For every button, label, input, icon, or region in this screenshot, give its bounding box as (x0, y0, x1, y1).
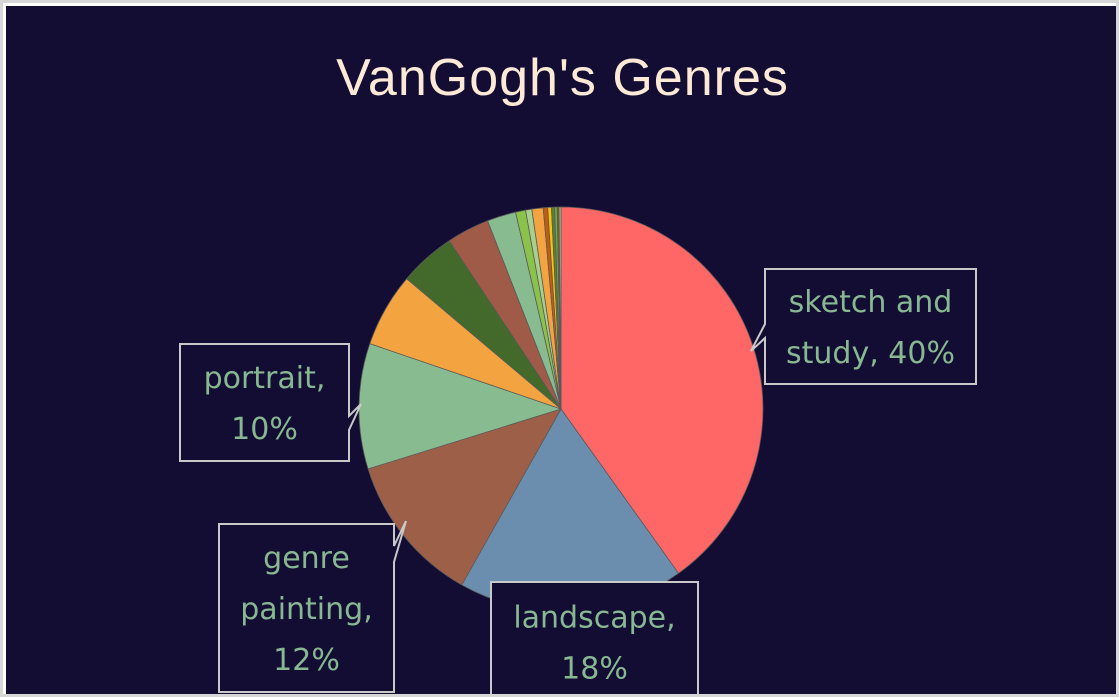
data-label-landscape: landscape, 18% (490, 581, 699, 694)
callout-box (490, 581, 699, 694)
data-label-callouts: sketch and study, 40% landscape, 18% genre pa… (179, 268, 977, 694)
callout-box (179, 343, 362, 462)
pie-slice-other-16 (558, 206, 562, 410)
data-label-text: 12% (273, 643, 340, 678)
data-label-text: painting, (240, 592, 372, 627)
data-label-portrait: portrait, 10% (179, 343, 362, 462)
data-label-text: study, 40% (786, 336, 955, 371)
data-label-genre-painting: genre painting, 12% (218, 520, 407, 693)
callout-box (218, 520, 407, 693)
data-label-text: 18% (561, 652, 628, 687)
data-label-text: landscape, (513, 601, 675, 636)
data-label-sketch-and-study: sketch and study, 40% (750, 268, 977, 385)
data-label-text: portrait, (204, 361, 326, 396)
callout-box (750, 268, 977, 385)
pie-slices (358, 206, 764, 612)
data-label-text: 10% (231, 412, 298, 447)
data-label-text: genre (263, 541, 350, 576)
chart-area: VanGogh's Genres sketch and study, 40% lan… (6, 6, 1116, 694)
data-label-text: sketch and (789, 285, 953, 320)
pie-chart: sketch and study, 40% landscape, 18% genre pa… (179, 206, 977, 694)
pie-slice-genre-painting (367, 408, 562, 586)
chart-title: VanGogh's Genres (336, 49, 789, 107)
